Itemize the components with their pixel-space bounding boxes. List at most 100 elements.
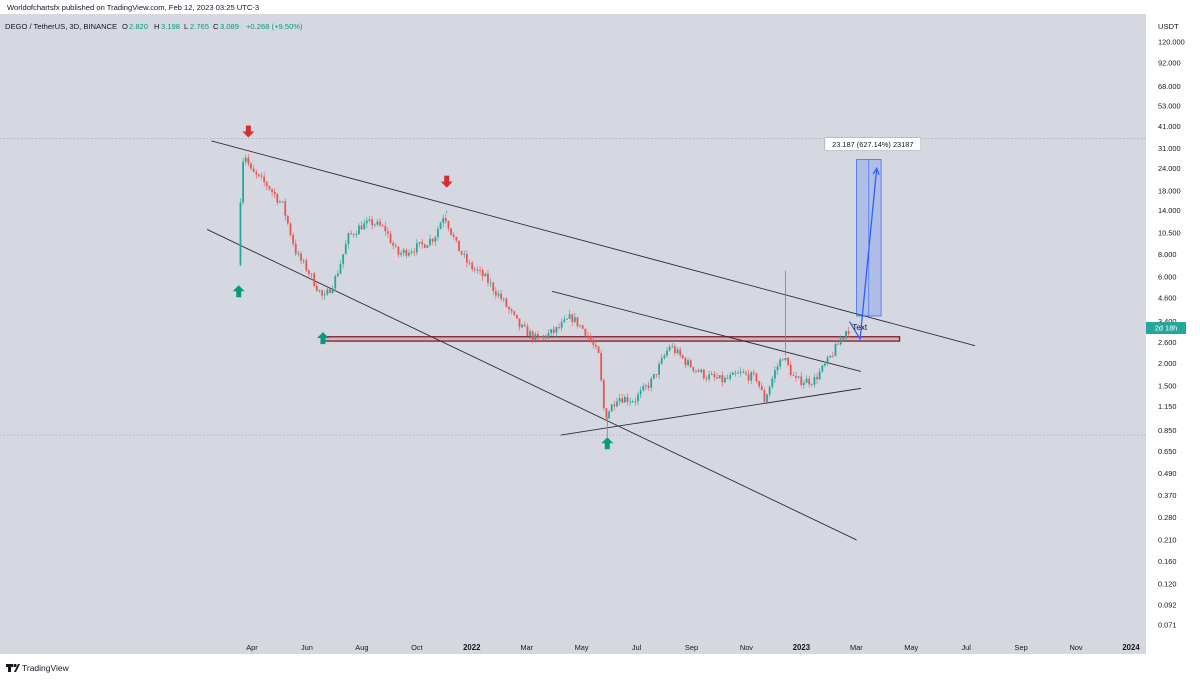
candle-body [365, 220, 368, 224]
candle-body [523, 324, 526, 327]
time-tick-label: 2023 [793, 643, 811, 652]
ohlc-open: 2.820 [129, 22, 148, 31]
time-tick-label: Oct [411, 643, 423, 652]
candle-body [373, 224, 376, 226]
candle-body [529, 331, 531, 336]
candle-body [260, 175, 263, 177]
candle-body [650, 378, 653, 388]
candle-body [484, 273, 487, 277]
candle-body [310, 273, 313, 275]
candle-body [342, 254, 345, 264]
candle-body [426, 245, 429, 248]
candle-body [639, 390, 642, 395]
candle-body [286, 215, 289, 224]
candle-body [326, 289, 329, 295]
candle-body [747, 373, 750, 381]
ohlc-high-label: H [154, 22, 159, 31]
candle-body [542, 335, 545, 338]
price-tick-label: 2.000 [1158, 359, 1177, 368]
trendline[interactable] [206, 229, 857, 541]
candle-body [750, 372, 753, 381]
trendline[interactable] [560, 387, 862, 436]
ohlc-low-label: L [184, 22, 188, 31]
candle-body [439, 222, 442, 230]
candle-body [460, 251, 463, 255]
candle-body [571, 314, 574, 323]
price-tick-label: 41.000 [1158, 122, 1181, 131]
candle-body [300, 253, 302, 261]
candle-body [468, 262, 471, 264]
candle-body [516, 314, 518, 319]
candle-body [742, 371, 745, 373]
candle-body [789, 364, 792, 376]
trendlines[interactable] [206, 140, 976, 541]
up-arrow-icon [601, 437, 614, 450]
ohlc-low: 2.765 [190, 22, 209, 31]
candle-body [405, 249, 408, 256]
candle-body [629, 401, 632, 403]
candle-body [689, 360, 692, 368]
candle-body [463, 253, 466, 255]
candle-body [760, 386, 763, 391]
price-tick-label: 2.600 [1158, 338, 1177, 347]
candle-body [479, 270, 481, 271]
candle-body [392, 243, 395, 246]
candle-body [708, 374, 711, 380]
last-price-tag: 2d 18h [1146, 322, 1186, 335]
candle-body [494, 291, 497, 296]
candle-body [573, 317, 576, 323]
candle-body [581, 325, 584, 329]
support-zone-rect[interactable] [320, 336, 901, 342]
candle-body [610, 404, 613, 412]
candle-body [297, 253, 300, 255]
candle-body [579, 325, 582, 327]
candle-body [602, 380, 605, 409]
candle-body [508, 306, 510, 310]
candle-body [513, 311, 516, 315]
candle-body [702, 369, 705, 379]
price-tick-label: 120.000 [1158, 38, 1185, 47]
candle-body [826, 357, 829, 364]
candle-body [276, 194, 279, 203]
candle-body [642, 386, 645, 391]
publisher-line: Worldofchartsfx published on TradingView… [7, 3, 259, 12]
candle-body [729, 374, 732, 379]
candle-body [302, 260, 305, 262]
price-tick-label: 0.120 [1158, 579, 1177, 588]
candle-body [257, 174, 260, 176]
projection-path[interactable] [848, 168, 878, 342]
candle-body [442, 218, 445, 223]
candle-body [292, 234, 295, 244]
trendline[interactable] [551, 290, 862, 372]
plot-area[interactable] [0, 14, 1146, 654]
trendline[interactable] [211, 140, 976, 347]
candle-body [371, 219, 374, 226]
candle-body [600, 352, 603, 381]
candle-body [792, 375, 795, 376]
candle-body [437, 229, 439, 238]
legend: DEGO / TetherUS, 3D, BINANCE O 2.820 H 3… [5, 22, 303, 31]
ohlc-close: 3.089 [220, 22, 239, 31]
projection-measure[interactable]: 23.187 (627.14%) 23187 Text [824, 137, 922, 342]
candle-body [618, 398, 621, 402]
candle-body [389, 233, 392, 244]
annotation-text[interactable]: Text [852, 323, 867, 332]
candle-body [745, 372, 747, 374]
candle-body [473, 269, 476, 270]
candle-body [444, 218, 447, 222]
down-arrow-icon [440, 175, 453, 188]
price-tick-label: 18.000 [1158, 186, 1181, 195]
price-tick-label: 68.000 [1158, 82, 1181, 91]
candle-body [739, 371, 742, 373]
candle-body [476, 269, 479, 271]
candle-body [700, 369, 703, 372]
projection-arrowhead-icon [872, 166, 880, 176]
candle-body [539, 336, 542, 338]
candle-body [502, 298, 505, 300]
support-zone[interactable] [320, 336, 901, 342]
candle-body [766, 394, 768, 402]
ohlc-high: 3.198 [161, 22, 180, 31]
candle-body [242, 161, 245, 203]
time-tick-label: Mar [520, 643, 533, 652]
candle-body [273, 191, 276, 195]
